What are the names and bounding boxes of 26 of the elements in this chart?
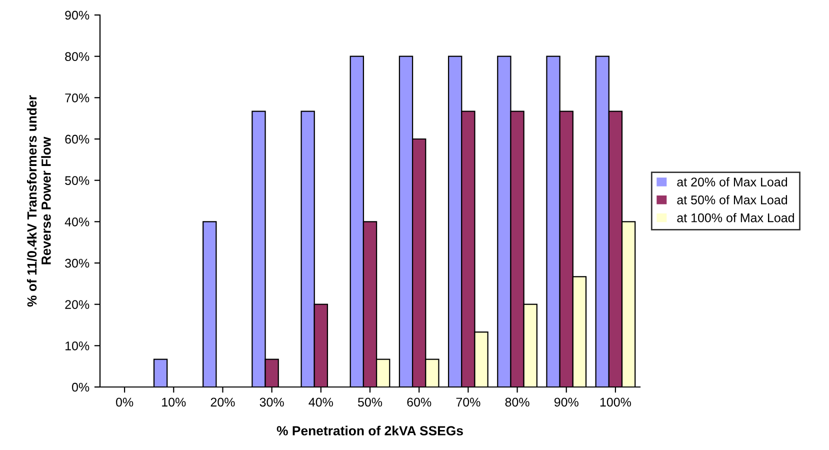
y-tick-label: 60%: [65, 134, 90, 144]
y-tick-label: 80%: [65, 52, 90, 61]
legend-label: at 20% of Max Load: [677, 177, 788, 186]
x-tick-label: 30%: [260, 398, 284, 407]
legend-label: at 100% of Max Load: [677, 213, 794, 222]
y-tick-label: 0%: [72, 382, 90, 392]
x-tick-label: 70%: [456, 398, 480, 407]
y-tick-label: 50%: [65, 176, 90, 185]
y-tick-label: 90%: [65, 10, 90, 20]
y-tick-label: 20%: [65, 300, 90, 309]
x-tick-label: 10%: [162, 398, 186, 407]
x-tick-label: 50%: [358, 398, 382, 407]
y-axis-title: % of 11/0.4kV Transformers under Reverse Power Flow: [26, 95, 51, 307]
y-tick-label: 40%: [64, 217, 90, 226]
y-tick-label: 30%: [65, 258, 90, 268]
x-tick-label: 20%: [210, 398, 235, 407]
y-tick-label: 10%: [66, 341, 90, 350]
x-tick-label: 80%: [505, 398, 530, 407]
x-tick-label: 40%: [308, 398, 333, 407]
x-axis-title: % Penetration of 2kVA SSEGs: [276, 426, 463, 436]
x-tick-label: 0%: [116, 398, 134, 407]
x-tick-label: 100%: [600, 398, 631, 407]
legend-label: at 50% of Max Load: [677, 195, 788, 204]
x-tick-label: 90%: [554, 398, 578, 407]
y-tick-label: 70%: [65, 93, 90, 102]
x-tick-label: 60%: [407, 398, 432, 407]
